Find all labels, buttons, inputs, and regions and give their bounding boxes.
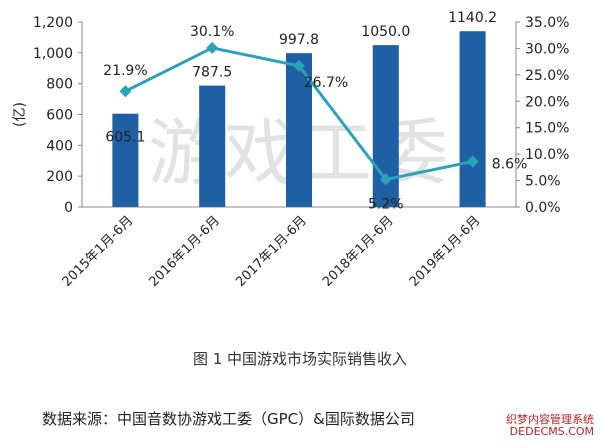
- line-point: [466, 155, 479, 168]
- y-tick-label: 600: [46, 108, 73, 124]
- line-point: [206, 41, 219, 54]
- y-axis-label: (亿): [12, 102, 28, 127]
- y2-tick-label: 0.0%: [525, 200, 561, 216]
- bar: [112, 113, 139, 207]
- y2-tick-label: 10.0%: [525, 147, 569, 163]
- growth-line: [119, 41, 479, 186]
- line-value-label: 26.7%: [304, 75, 348, 91]
- bar-value-label: 787.5: [192, 65, 232, 81]
- bar-value-label: 997.8: [279, 32, 319, 48]
- y-tick-label: 0: [64, 200, 73, 216]
- bar-value-label: 1140.2: [448, 10, 497, 26]
- y-tick-label: 1,200: [33, 15, 73, 31]
- bar-value-label: 605.1: [105, 130, 145, 146]
- y-tick-label: 1,000: [33, 46, 73, 62]
- figure-caption: 图 1 中国游戏市场实际销售收入: [192, 350, 408, 368]
- y-tick-label: 200: [46, 169, 73, 185]
- y2-tick-label: 20.0%: [525, 94, 569, 110]
- line-point: [379, 173, 392, 186]
- line-value-label: 8.6%: [492, 157, 528, 173]
- bar: [459, 31, 486, 208]
- line-value-label: 21.9%: [103, 63, 147, 79]
- y2-tick-label: 5.0%: [525, 174, 561, 190]
- site-watermark-line: 织梦内容管理系统: [506, 413, 594, 426]
- line-point: [293, 59, 305, 72]
- site-watermark-line: DEDECMS.COM: [509, 425, 594, 438]
- y2-tick-label: 35.0%: [525, 15, 569, 31]
- y2-tick-label: 30.0%: [525, 41, 569, 57]
- bar-value-label: 1050.0: [361, 24, 410, 40]
- bar: [199, 85, 226, 207]
- x-tick-label: 2019年1月-6月: [407, 213, 484, 290]
- chart: 游戏工委 02004006008001,0001,2000.0%5.0%10.0…: [12, 10, 569, 290]
- line-value-label: 30.1%: [190, 24, 234, 40]
- x-tick-label: 2018年1月-6月: [320, 213, 397, 290]
- y2-tick-label: 15.0%: [525, 121, 569, 137]
- data-labels: 605.1 787.5 997.8 1050.0 1140.2 21.9% 30.1% 26.…: [103, 10, 527, 212]
- y2-tick-label: 25.0%: [525, 68, 569, 84]
- x-tick-label: 2016年1月-6月: [146, 213, 223, 290]
- y-tick-label: 400: [46, 138, 73, 154]
- line-point: [119, 85, 132, 98]
- x-tick-label: 2015年1月-6月: [60, 213, 137, 290]
- data-source: 数据来源：中国音数协游戏工委（GPC）&国际数据公司: [42, 410, 415, 428]
- x-tick-label: 2017年1月-6月: [233, 213, 310, 290]
- site-watermark: 织梦内容管理系统 DEDECMS.COM: [506, 414, 594, 438]
- y-tick-label: 800: [46, 77, 73, 93]
- line-value-label: 5.2%: [368, 197, 404, 213]
